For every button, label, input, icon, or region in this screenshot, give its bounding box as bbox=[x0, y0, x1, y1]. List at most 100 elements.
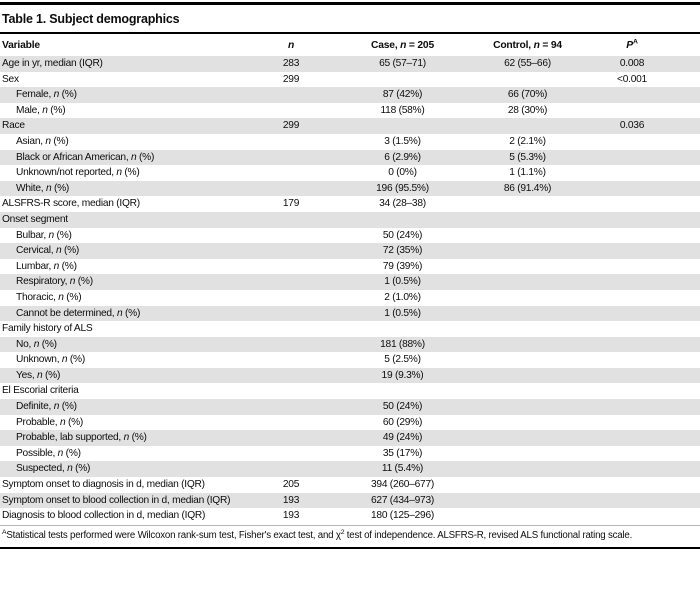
cell-control bbox=[475, 368, 580, 384]
cell-case: 0 (0%) bbox=[388, 167, 417, 179]
cell-case: 50 (24%) bbox=[382, 229, 423, 241]
cell-n bbox=[252, 103, 330, 119]
cell-control bbox=[475, 212, 580, 228]
table-row: Family history of ALS bbox=[0, 321, 700, 337]
cell-case: 34 (28–38) bbox=[379, 198, 426, 210]
cell-case: 627 (434–973) bbox=[370, 494, 435, 506]
cell-n bbox=[252, 243, 330, 259]
row-label: Yes, n (%) bbox=[16, 369, 61, 381]
cell-p bbox=[580, 446, 700, 462]
cell-n bbox=[252, 134, 330, 150]
cell-control: 28 (30%) bbox=[507, 104, 548, 116]
cell-control bbox=[475, 493, 580, 509]
cell-control: 86 (91.4%) bbox=[503, 182, 552, 194]
cell-p bbox=[580, 461, 700, 477]
table-row: Suspected, n (%) 11 (5.4%) bbox=[0, 461, 700, 478]
row-label: Respiratory, n (%) bbox=[16, 276, 93, 288]
top-rule bbox=[0, 2, 700, 5]
cell-control bbox=[475, 321, 580, 337]
cell-control bbox=[475, 399, 580, 415]
cell-p: 0.036 bbox=[619, 120, 645, 132]
table-row: Probable, n (%) 60 (29%) bbox=[0, 415, 700, 431]
cell-p bbox=[580, 430, 700, 446]
cell-control: 66 (70%) bbox=[507, 89, 548, 101]
cell-control bbox=[475, 477, 580, 493]
cell-n bbox=[252, 383, 330, 399]
cell-case: 118 (58%) bbox=[380, 104, 425, 116]
cell-n: 299 bbox=[282, 73, 300, 85]
cell-p bbox=[580, 383, 700, 399]
cell-control: 5 (5.3%) bbox=[509, 151, 546, 163]
cell-p bbox=[580, 150, 700, 166]
cell-p bbox=[580, 399, 700, 415]
table-row: Female, n (%) 87 (42%) 66 (70%) bbox=[0, 87, 700, 103]
table-row: Cervical, n (%) 72 (35%) bbox=[0, 243, 700, 259]
cell-n bbox=[252, 290, 330, 306]
cell-case bbox=[330, 383, 475, 399]
row-label: Cannot be determined, n (%) bbox=[16, 307, 141, 319]
cell-control bbox=[475, 415, 580, 431]
row-label: Age in yr, median (IQR) bbox=[2, 58, 103, 69]
row-label: Definite, n (%) bbox=[16, 401, 77, 413]
cell-n: 283 bbox=[282, 58, 300, 69]
table-row: Unknown, n (%) 5 (2.5%) bbox=[0, 352, 700, 368]
cell-p bbox=[580, 165, 700, 181]
cell-n: 205 bbox=[282, 479, 300, 491]
cell-p bbox=[580, 181, 700, 197]
cell-case: 87 (42%) bbox=[382, 89, 423, 101]
col-header-n: n bbox=[287, 39, 295, 51]
row-label: Diagnosis to blood collection in d, medi… bbox=[2, 510, 206, 522]
cell-control bbox=[475, 446, 580, 462]
table-row: Probable, lab supported, n (%) 49 (24%) bbox=[0, 430, 700, 446]
cell-n: 193 bbox=[282, 494, 300, 506]
cell-case: 65 (57–71) bbox=[379, 58, 426, 69]
cell-control: 2 (2.1%) bbox=[509, 135, 546, 147]
cell-case: 60 (29%) bbox=[382, 416, 423, 428]
row-label: White, n (%) bbox=[16, 182, 70, 194]
row-label: Symptom onset to diagnosis in d, median … bbox=[2, 479, 205, 491]
col-header-p: PA bbox=[626, 38, 638, 51]
cell-p bbox=[580, 368, 700, 384]
cell-p bbox=[580, 243, 700, 259]
footnote-rule bbox=[0, 524, 700, 526]
cell-n bbox=[252, 461, 330, 477]
col-header-case: Case, n = 205 bbox=[371, 39, 434, 51]
row-label: Family history of ALS bbox=[2, 323, 93, 335]
cell-case bbox=[330, 212, 475, 228]
row-label: Unknown, n (%) bbox=[16, 354, 85, 366]
row-label: ALSFRS-R score, median (IQR) bbox=[2, 198, 140, 210]
cell-p bbox=[580, 306, 700, 322]
row-label: Probable, n (%) bbox=[16, 416, 84, 428]
cell-case: 5 (2.5%) bbox=[384, 354, 421, 366]
cell-case: 196 (95.5%) bbox=[376, 182, 429, 194]
row-label: Cervical, n (%) bbox=[16, 245, 80, 257]
table-row: Yes, n (%) 19 (9.3%) bbox=[0, 367, 700, 384]
table-row: El Escorial criteria bbox=[0, 383, 700, 399]
table-row: White, n (%) 196 (95.5%) 86 (91.4%) bbox=[0, 180, 700, 197]
cell-control bbox=[475, 290, 580, 306]
cell-p bbox=[580, 415, 700, 431]
cell-n bbox=[252, 259, 330, 275]
cell-control bbox=[475, 259, 580, 275]
cell-case bbox=[330, 321, 475, 337]
cell-control bbox=[475, 228, 580, 244]
cell-n bbox=[252, 446, 330, 462]
cell-control bbox=[475, 508, 580, 524]
cell-n bbox=[252, 274, 330, 290]
cell-n bbox=[252, 352, 330, 368]
row-label: No, n (%) bbox=[16, 338, 57, 350]
cell-p bbox=[580, 337, 700, 353]
title-rule bbox=[0, 32, 700, 34]
table-row: Lumbar, n (%) 79 (39%) bbox=[0, 259, 700, 275]
cell-control: 1 (1.1%) bbox=[509, 167, 546, 179]
row-label: Bulbar, n (%) bbox=[16, 229, 72, 241]
cell-n bbox=[252, 368, 330, 384]
table-row: Age in yr, median (IQR) 283 65 (57–71) 62 (… bbox=[0, 56, 700, 72]
table-body: Age in yr, median (IQR) 283 65 (57–71) 62 (… bbox=[0, 56, 700, 524]
table-row: Definite, n (%) 50 (24%) bbox=[0, 399, 700, 415]
row-label: Male, n (%) bbox=[16, 104, 66, 116]
cell-p: 0.008 bbox=[619, 58, 645, 69]
cell-p bbox=[580, 134, 700, 150]
cell-p bbox=[580, 274, 700, 290]
cell-n bbox=[252, 337, 330, 353]
